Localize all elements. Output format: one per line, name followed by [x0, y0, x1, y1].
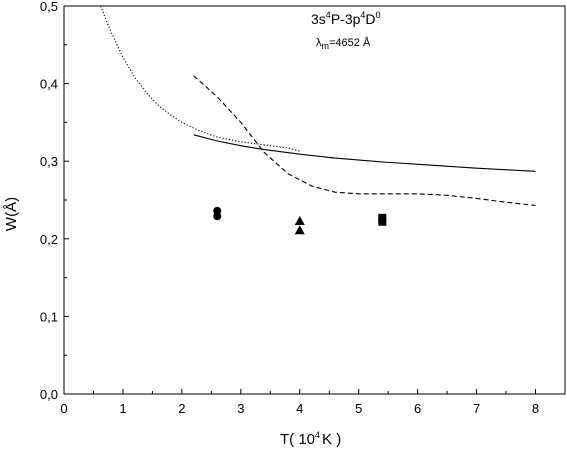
- y-tick-label: 0,3: [40, 154, 58, 169]
- data-point-circle: [213, 212, 222, 221]
- series-line-dotted: [99, 5, 300, 152]
- x-tick-label: 6: [414, 401, 421, 416]
- series-line-solid: [193, 134, 536, 172]
- data-point-triangle: [294, 215, 305, 225]
- annotation-wavelength: λm=4652 Å: [316, 36, 371, 51]
- x-tick-label: 0: [60, 401, 67, 416]
- y-tick-label: 0,5: [40, 0, 58, 14]
- annotation-transition: 3s4P-3p4D0: [311, 10, 381, 27]
- y-tick-label: 0,4: [40, 77, 58, 92]
- x-tick-label: 5: [355, 401, 362, 416]
- x-tick-label: 8: [532, 401, 539, 416]
- data-point-square: [378, 217, 387, 226]
- x-tick-label: 4: [296, 401, 303, 416]
- y-axis-title: W(Å): [3, 197, 20, 231]
- series-line-dashed: [193, 75, 536, 206]
- x-tick-label: 7: [473, 401, 480, 416]
- y-tick-label: 0,2: [40, 232, 58, 247]
- y-tick-label: 0,0: [40, 387, 58, 402]
- plot-area-frame: [63, 5, 566, 395]
- y-tick-label: 0,1: [40, 309, 58, 324]
- x-tick-label: 2: [178, 401, 185, 416]
- x-tick-label: 1: [119, 401, 126, 416]
- x-axis-title: T( 104 K ): [280, 430, 341, 448]
- data-point-triangle: [294, 225, 305, 235]
- x-tick-label: 3: [237, 401, 244, 416]
